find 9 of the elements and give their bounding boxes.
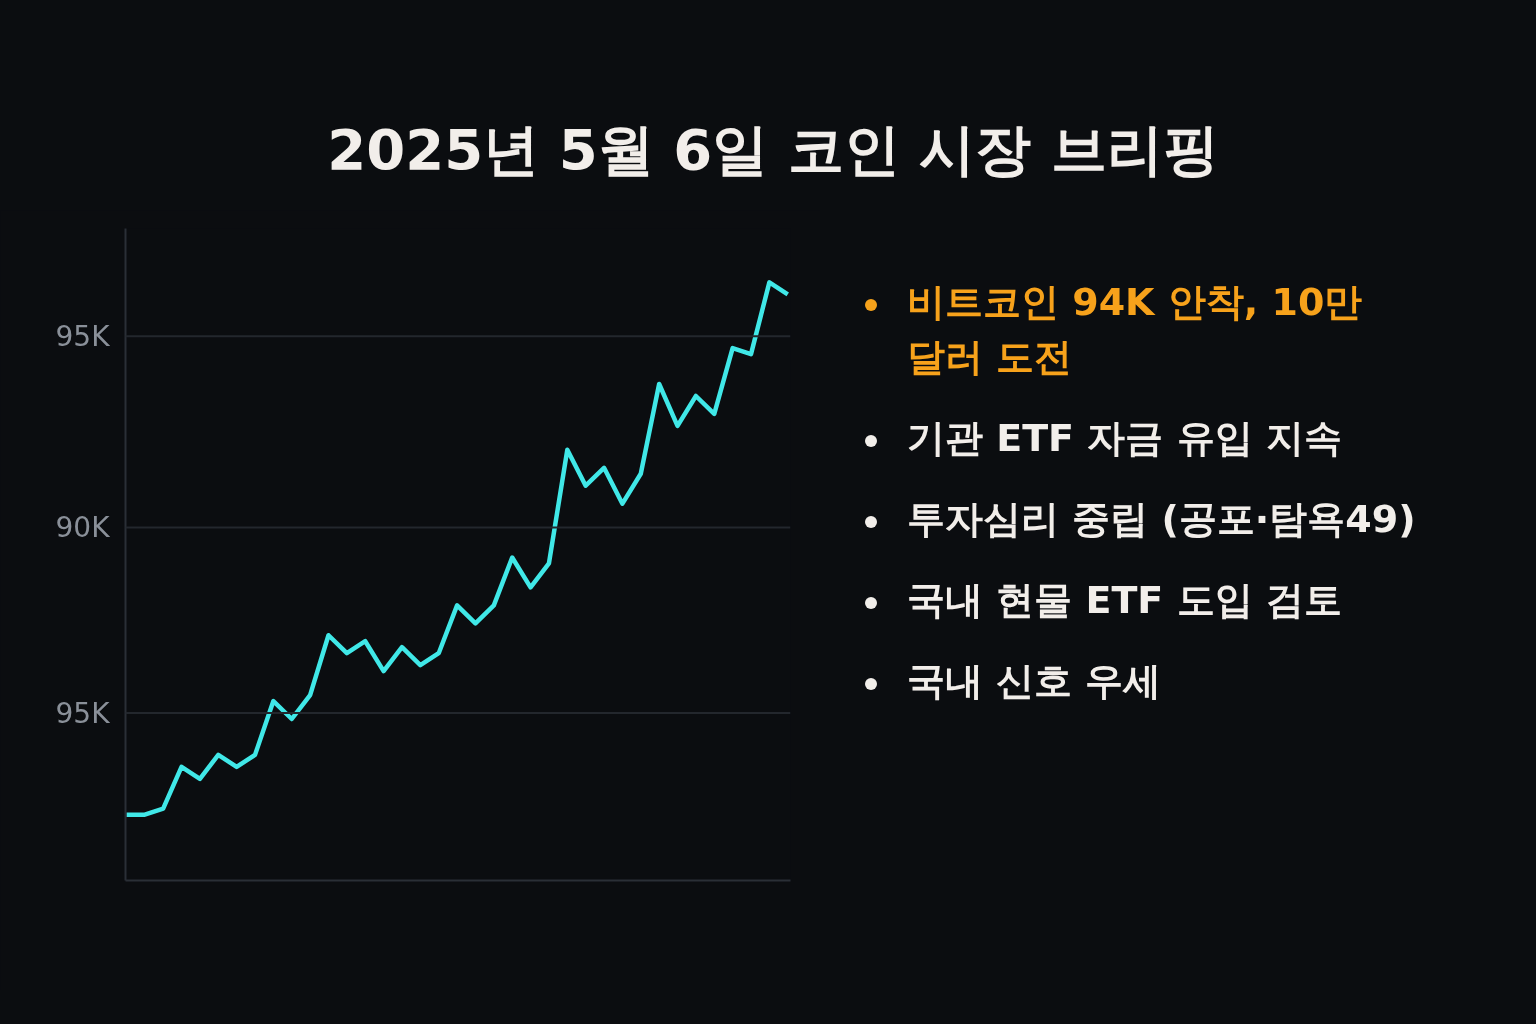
text: 비트코인 94K 안착, 10만달러 도전 xyxy=(907,279,1364,382)
chart-title: 2025년 5월 6일 코인 시장 브리핑 xyxy=(327,116,1219,184)
ref-line-label: 90K xyxy=(55,511,111,545)
text: 국내 현물 ETF 도입 검토 xyxy=(907,577,1342,625)
text: 투자심리 중립 (공포·탐욕49) xyxy=(907,496,1416,544)
ref-line-label: 95K xyxy=(55,319,111,353)
text: 국내 신호 우세 xyxy=(907,658,1162,706)
text: 기관 ETF 자금 유입 지속 xyxy=(907,415,1342,463)
ref-line-label: 95K xyxy=(55,696,111,730)
